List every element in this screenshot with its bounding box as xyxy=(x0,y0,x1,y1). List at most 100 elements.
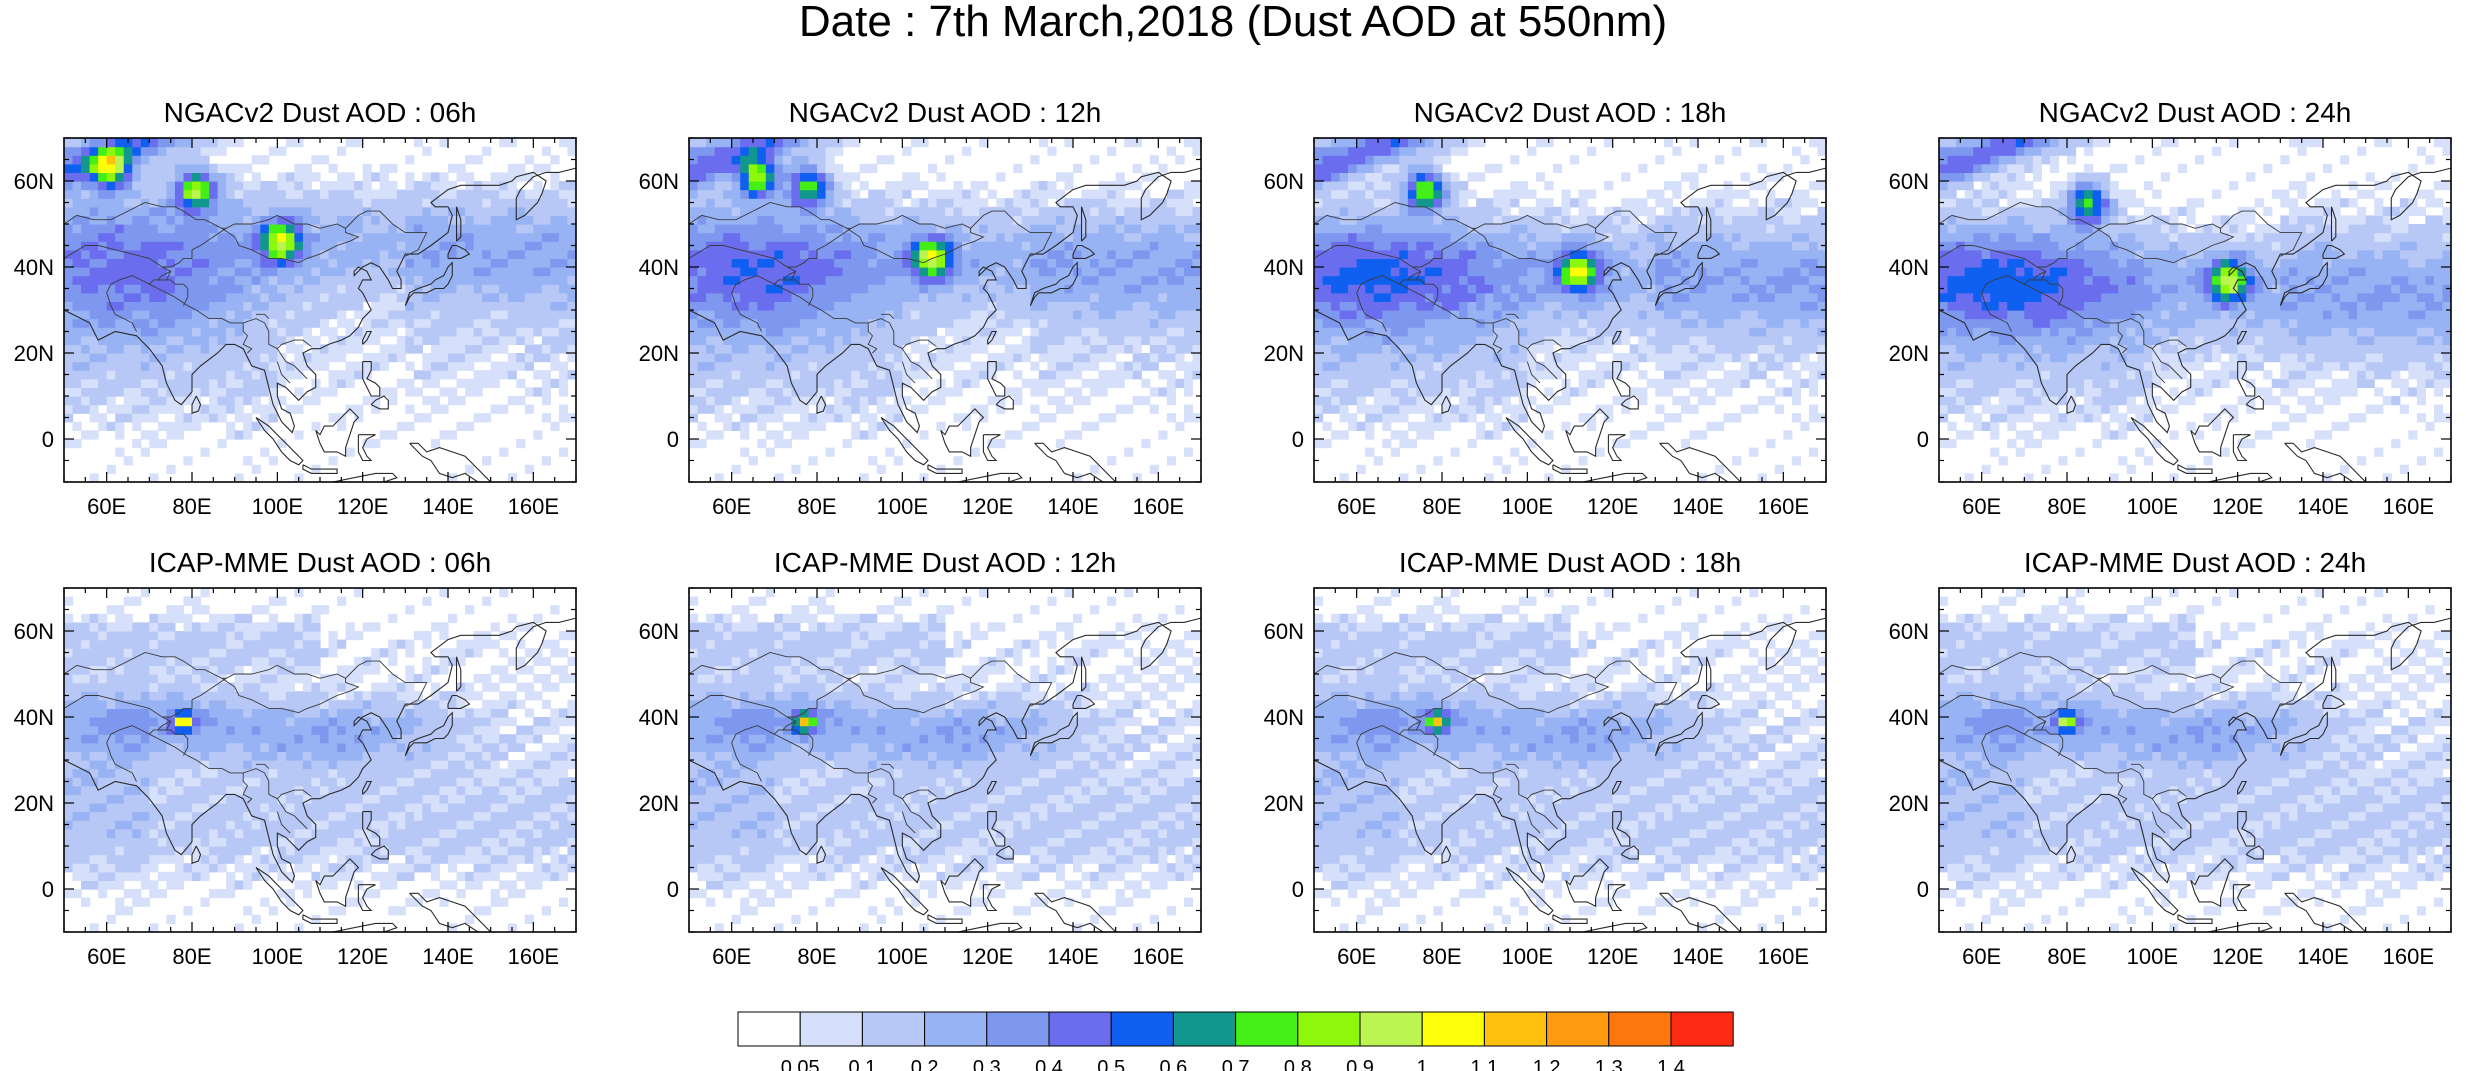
coastline xyxy=(1612,780,1623,795)
coastline xyxy=(1659,892,1742,932)
country-border xyxy=(276,361,291,384)
country-border xyxy=(689,652,1053,707)
lon-tick-label: 60E xyxy=(712,494,751,519)
colorbar-label: 0.5 xyxy=(1097,1057,1125,1071)
coastline xyxy=(1582,922,1648,932)
lat-tick-label: 20N xyxy=(14,341,54,366)
lat-tick-label: 40N xyxy=(14,705,54,730)
country-border xyxy=(242,322,253,354)
coastline xyxy=(362,811,381,847)
coastline xyxy=(2245,395,2264,410)
lat-tick-label: 40N xyxy=(14,255,54,280)
dust-aod-field xyxy=(64,138,576,482)
lat-tick-label: 20N xyxy=(1264,341,1304,366)
lat-tick-label: 40N xyxy=(1889,255,1929,280)
country-border xyxy=(1406,720,1439,756)
coastline xyxy=(370,395,389,410)
coastline xyxy=(1314,167,1826,434)
lat-tick-label: 60N xyxy=(1264,619,1304,644)
coastline xyxy=(1582,472,1648,482)
coastline xyxy=(2330,656,2337,692)
coastline xyxy=(404,711,453,756)
dust-aod-field xyxy=(1314,588,1826,932)
country-border xyxy=(901,361,916,384)
country-border xyxy=(1314,202,1678,257)
country-border xyxy=(689,202,1053,257)
lon-tick-label: 120E xyxy=(1587,944,1638,969)
country-border xyxy=(64,652,428,707)
map-panel-1: NGACv2 Dust AOD : 06h 60E 80E 100E 120E 140E 1… xyxy=(14,97,577,519)
lat-tick-label: 0 xyxy=(1917,427,1929,452)
country-border xyxy=(256,763,270,769)
coastlines xyxy=(64,617,576,932)
country-border xyxy=(1939,202,2303,257)
colorbar-swatch xyxy=(1110,1011,1174,1047)
lon-tick-label: 120E xyxy=(2212,494,2263,519)
country-border xyxy=(731,742,762,782)
colorbar-label: 1 xyxy=(1417,1057,1428,1071)
colorbar-label: 0.8 xyxy=(1284,1057,1312,1071)
country-border xyxy=(846,677,985,714)
coastline xyxy=(2066,395,2077,414)
panel-title: ICAP-MME Dust AOD : 24h xyxy=(2024,547,2366,578)
country-border xyxy=(1356,292,1387,332)
lon-tick-label: 60E xyxy=(1337,494,1376,519)
country-border xyxy=(162,249,193,268)
lon-tick-label: 60E xyxy=(1337,944,1376,969)
map-panel-8: ICAP-MME Dust AOD : 24h 60E 80E 100E 120E 140… xyxy=(1889,547,2452,969)
lat-tick-label: 40N xyxy=(639,705,679,730)
coastline xyxy=(357,884,376,912)
lon-tick-label: 140E xyxy=(1672,494,1723,519)
coastline xyxy=(191,395,202,414)
coastline xyxy=(1939,617,2451,884)
coastline xyxy=(1705,206,1712,242)
country-border xyxy=(781,270,814,306)
coastline xyxy=(1939,167,2451,434)
coastline xyxy=(982,884,1001,912)
country-border xyxy=(1471,227,1610,264)
country-border xyxy=(1526,811,1541,834)
coastline xyxy=(357,434,376,462)
colorbar-label: 0.1 xyxy=(848,1057,876,1071)
lat-tick-label: 40N xyxy=(1264,705,1304,730)
coastline xyxy=(927,464,963,474)
country-border xyxy=(1981,292,2012,332)
panel-title: NGACv2 Dust AOD : 12h xyxy=(789,97,1102,128)
coastline xyxy=(2207,472,2273,482)
colorbar-swatch xyxy=(1359,1011,1423,1047)
lat-tick-label: 0 xyxy=(667,427,679,452)
lat-tick-label: 0 xyxy=(1292,427,1304,452)
coastline xyxy=(2322,244,2346,259)
coastline xyxy=(2237,780,2248,795)
country-border xyxy=(1506,763,1520,769)
country-border xyxy=(191,227,227,251)
coastline xyxy=(370,845,389,860)
coastline xyxy=(1565,408,1610,458)
country-border xyxy=(1939,652,2303,707)
coastline xyxy=(455,206,462,242)
colorbar-swatch xyxy=(1048,1011,1112,1047)
colorbar-label: 0.4 xyxy=(1035,1057,1063,1071)
lat-tick-label: 40N xyxy=(639,255,679,280)
colorbar-swatch xyxy=(1235,1011,1299,1047)
country-border xyxy=(2151,798,2183,830)
coastline xyxy=(255,867,304,916)
colorbar-swatch xyxy=(1421,1011,1485,1047)
lat-tick-label: 60N xyxy=(1889,169,1929,194)
country-border xyxy=(901,811,916,834)
map-panel-2: NGACv2 Dust AOD : 12h 60E 80E 100E 120E 140E 1… xyxy=(639,97,1202,519)
lon-tick-label: 120E xyxy=(337,944,388,969)
coastline xyxy=(995,845,1014,860)
country-border xyxy=(881,763,895,769)
colorbar-swatch xyxy=(1608,1011,1672,1047)
country-border xyxy=(816,677,852,701)
country-border xyxy=(2096,677,2235,714)
coastline xyxy=(2130,867,2179,916)
dust-aod-field xyxy=(689,588,1201,932)
country-border xyxy=(1981,742,2012,782)
country-border xyxy=(689,695,797,743)
coastline xyxy=(362,780,373,795)
coastline xyxy=(940,858,985,908)
coastline xyxy=(880,417,929,466)
coastline xyxy=(315,408,360,458)
